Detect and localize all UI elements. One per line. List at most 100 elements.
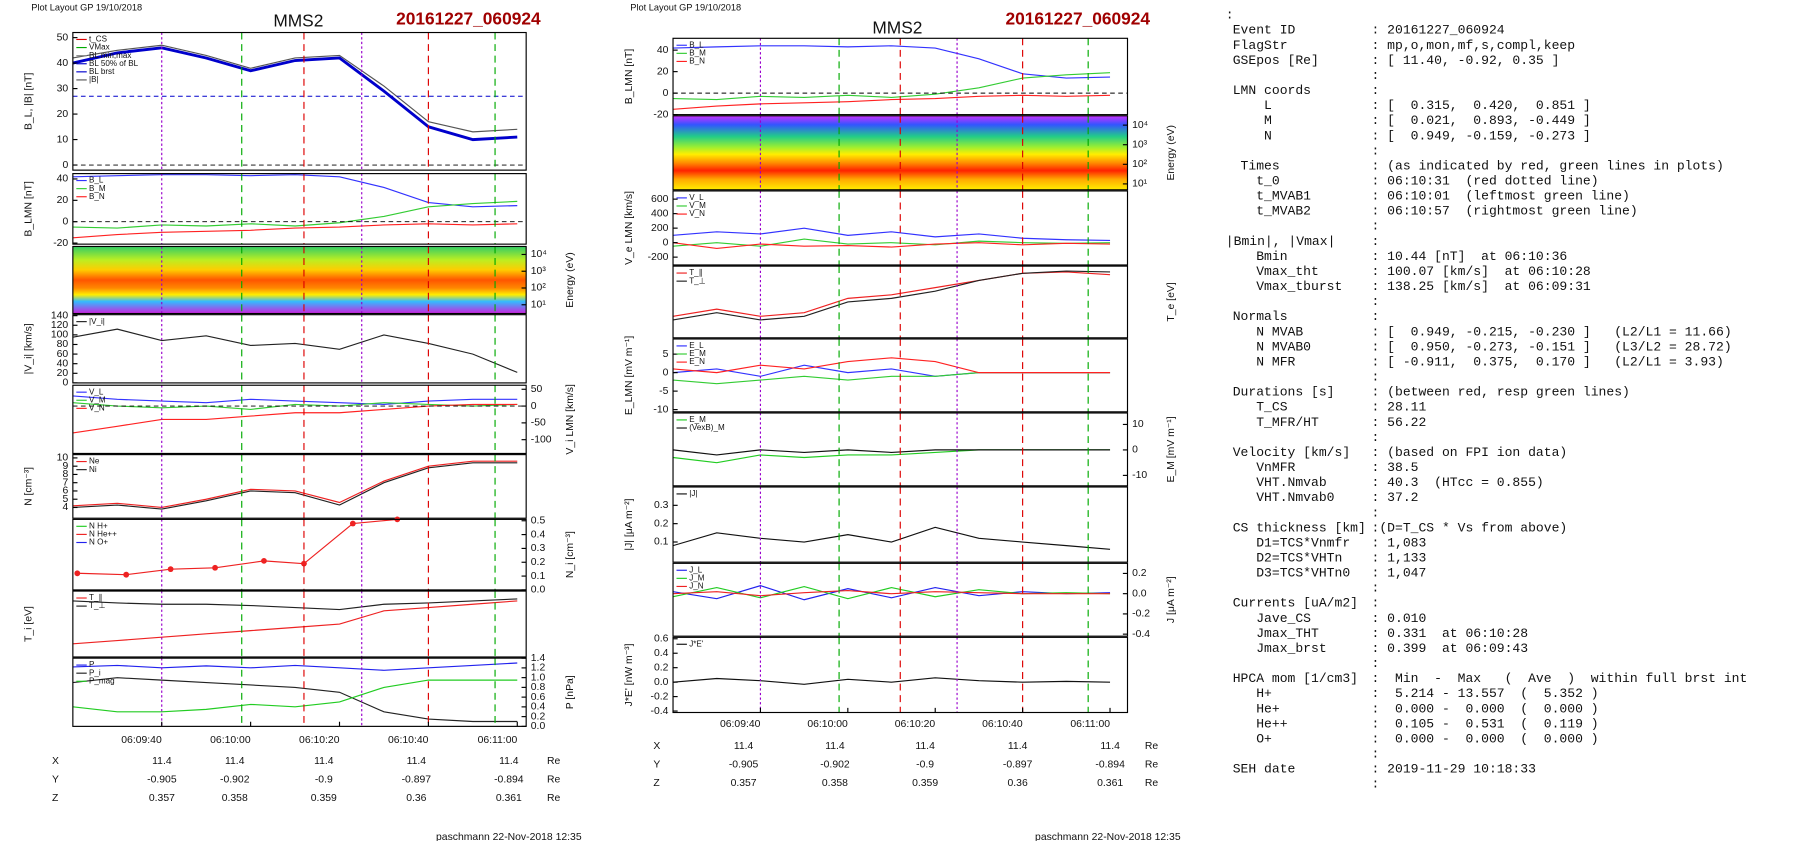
- y-tick-label: 20: [657, 66, 669, 77]
- legend-label: BL brst: [89, 67, 115, 76]
- info-value: : 1,047: [1372, 566, 1427, 581]
- panel-frame: [672, 338, 1129, 413]
- info-key: Velocity [km/s]: [1233, 445, 1350, 460]
- y-tick-label: 0: [663, 367, 669, 378]
- y-tick-label: -50: [531, 418, 546, 429]
- legend-label: Ni: [89, 465, 97, 474]
- info-key: H+: [1233, 686, 1272, 701]
- x-tick-label: 06:10:40: [982, 719, 1023, 730]
- info-value: :: [1372, 309, 1380, 324]
- info-value: : [ 0.315, 0.420, 0.851 ]: [1372, 98, 1591, 113]
- series-line: [72, 174, 518, 208]
- y-tick-label: 10: [57, 134, 69, 145]
- legend-label: J_N: [689, 582, 704, 591]
- series-line: [72, 403, 518, 434]
- y-tick-label: 600: [651, 194, 669, 205]
- y-axis-label: N_i [cm⁻³]: [565, 531, 576, 578]
- y-tick-label: 5: [663, 349, 669, 360]
- info-key: t_MVAB1: [1233, 189, 1311, 204]
- info-key: D3=TCS*VHTn0: [1233, 566, 1351, 581]
- legend-label: B_N: [689, 57, 705, 66]
- position-cell: 0.357: [149, 793, 175, 804]
- legend-label: J*E': [689, 639, 704, 648]
- panel-frame: [72, 454, 527, 519]
- info-value: : [ 11.40, -0.92, 0.35 ]: [1372, 53, 1560, 68]
- y-axis-label: J [μA m⁻²]: [1166, 576, 1177, 623]
- series-line: [672, 449, 1111, 464]
- y-tick-label: 0.4: [654, 648, 669, 659]
- panel-frame: [672, 636, 1129, 714]
- info-key: Times: [1233, 158, 1280, 173]
- legend-label: E_M: [689, 415, 706, 424]
- position-cell: 11.4: [499, 756, 519, 767]
- y-tick-label: 0.0: [531, 585, 546, 596]
- info-value: : 1,133: [1372, 550, 1427, 565]
- position-cell: 11.4: [825, 741, 845, 752]
- info-key: SEH date: [1233, 762, 1296, 777]
- legend-label: VMax: [89, 43, 110, 52]
- info-value: : 0.010: [1372, 611, 1427, 626]
- position-cell: Re: [547, 774, 561, 785]
- info-value: : 0.105 - 0.531 ( 0.119 ): [1372, 716, 1599, 731]
- position-cell: 0.359: [311, 793, 337, 804]
- series-line: [672, 357, 1111, 374]
- legend-label: P_mag: [89, 676, 115, 685]
- position-cell: 11.4: [1008, 741, 1028, 752]
- y-tick-label: 10⁴: [531, 249, 547, 260]
- y-tick-label: 4: [62, 502, 68, 513]
- event-id: 20161227_060924: [396, 8, 541, 28]
- position-cell: Re: [547, 793, 561, 804]
- y-tick-label: 0.3: [654, 500, 669, 511]
- info-value: : 100.07 [km/s] at 06:10:28: [1372, 264, 1591, 279]
- position-cell: 11.4: [734, 741, 754, 752]
- legend-label: (VexB)_M: [689, 423, 725, 432]
- y-tick-label: -20: [53, 238, 68, 249]
- y-axis-label: J*E' [nW m⁻³]: [624, 643, 635, 706]
- y-tick-label: 20: [57, 109, 69, 120]
- series-line: [72, 200, 518, 229]
- position-cell: 0.358: [222, 793, 248, 804]
- position-cell: Re: [547, 756, 561, 767]
- info-value: : mp,o,mon,mf,s,compl,keep: [1372, 38, 1576, 53]
- y-tick-label: 40: [57, 174, 69, 185]
- position-cell: 11.4: [915, 741, 935, 752]
- y-tick-label: -0.2: [1132, 609, 1150, 620]
- legend-label: N H+: [89, 521, 108, 530]
- info-key: D2=TCS*VHTn: [1233, 550, 1343, 565]
- panel-frame: [72, 31, 527, 171]
- info-value: : [ 0.021, 0.893, -0.449 ]: [1372, 113, 1591, 128]
- y-tick-label: 0.2: [654, 518, 669, 529]
- y-tick-label: 0.3: [531, 543, 546, 554]
- y-tick-label: 0: [62, 216, 68, 227]
- y-axis-label: T_i [eV]: [24, 606, 35, 642]
- y-tick-label: 10⁴: [1132, 120, 1148, 131]
- series-line: [72, 44, 518, 133]
- y-tick-label: -5: [659, 386, 668, 397]
- layout-label: Plot Layout GP 19/10/2018: [630, 3, 741, 13]
- y-tick-label: -0.4: [650, 706, 668, 717]
- y-tick-label: 50: [57, 32, 69, 43]
- position-cell: -0.905: [147, 774, 177, 785]
- x-tick-label: 06:10:20: [895, 719, 936, 730]
- panel-frame: [72, 314, 527, 384]
- info-key: VnMFR: [1233, 460, 1296, 475]
- y-tick-label: -0.2: [650, 691, 668, 702]
- x-tick-label: 06:10:00: [807, 719, 848, 730]
- y-axis-label: E_LMN [mV m⁻¹]: [624, 336, 635, 415]
- x-tick-label: 06:09:40: [121, 735, 162, 746]
- info-key: :: [1226, 8, 1234, 23]
- info-key: t_MVAB2: [1233, 204, 1311, 219]
- position-cell: -0.9: [916, 759, 934, 770]
- series-line: [72, 395, 518, 406]
- y-tick-label: 7: [62, 477, 68, 488]
- y-tick-label: 5: [62, 494, 68, 505]
- legend-label: |V_i|: [89, 317, 105, 326]
- legend-label: P_i: [89, 668, 101, 677]
- info-value: : 0.000 - 0.000 ( 0.000 ): [1372, 731, 1599, 746]
- info-value: : 28.11: [1372, 400, 1427, 415]
- y-tick-label: 0.2: [531, 557, 546, 568]
- legend-label: N He++: [89, 530, 117, 539]
- y-tick-label: 0: [62, 378, 68, 389]
- series-line: [77, 518, 398, 576]
